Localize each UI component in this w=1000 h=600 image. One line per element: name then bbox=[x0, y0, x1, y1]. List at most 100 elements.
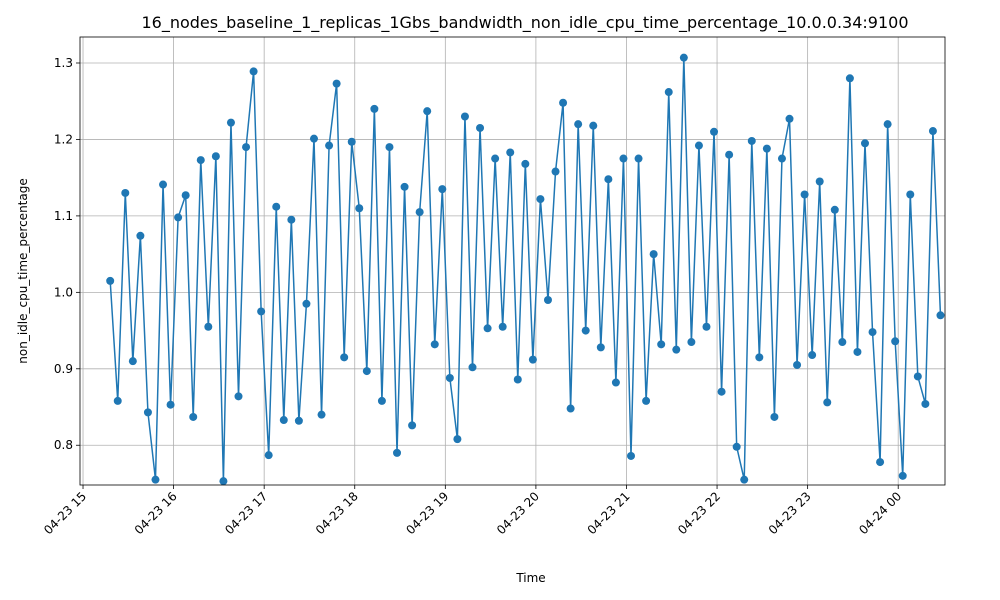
data-point bbox=[408, 421, 417, 430]
data-point bbox=[211, 152, 220, 161]
data-point bbox=[906, 190, 915, 199]
data-point bbox=[747, 136, 756, 145]
data-point bbox=[362, 367, 371, 376]
data-point bbox=[483, 324, 492, 333]
data-point bbox=[506, 148, 515, 157]
y-tick-label: 1.0 bbox=[54, 285, 73, 299]
data-point bbox=[687, 338, 696, 347]
data-point bbox=[453, 435, 462, 444]
data-point bbox=[732, 442, 741, 451]
data-point bbox=[491, 154, 500, 163]
data-point bbox=[551, 167, 560, 176]
data-point bbox=[679, 53, 688, 62]
data-point bbox=[174, 213, 183, 222]
data-point bbox=[460, 112, 469, 121]
axes-frame bbox=[79, 36, 946, 486]
data-point bbox=[876, 458, 885, 467]
data-point bbox=[226, 118, 235, 127]
plot-area bbox=[106, 53, 945, 486]
data-point bbox=[423, 107, 432, 116]
x-axis-label: Time bbox=[515, 571, 545, 585]
data-point bbox=[543, 295, 552, 304]
data-point bbox=[415, 208, 424, 217]
data-point bbox=[566, 404, 575, 413]
data-point bbox=[672, 345, 681, 354]
data-point bbox=[838, 338, 847, 347]
data-point bbox=[604, 175, 613, 184]
data-point bbox=[528, 355, 537, 364]
data-point bbox=[536, 195, 545, 204]
data-point bbox=[385, 143, 394, 152]
data-point bbox=[476, 123, 485, 132]
data-point bbox=[332, 79, 341, 88]
data-point bbox=[121, 188, 130, 197]
data-point bbox=[755, 353, 764, 362]
data-point bbox=[264, 451, 273, 460]
data-point bbox=[898, 471, 907, 480]
data-point bbox=[204, 322, 213, 331]
data-point bbox=[845, 74, 854, 83]
data-point bbox=[777, 154, 786, 163]
data-point bbox=[830, 205, 839, 214]
data-point bbox=[936, 311, 945, 320]
data-point bbox=[317, 410, 326, 419]
chart-title: 16_nodes_baseline_1_replicas_1Gbs_bandwi… bbox=[141, 13, 908, 33]
data-point bbox=[694, 141, 703, 150]
data-point bbox=[657, 340, 666, 349]
data-point bbox=[785, 114, 794, 123]
y-tick-label: 1.2 bbox=[54, 132, 73, 146]
data-point bbox=[438, 185, 447, 194]
data-point bbox=[883, 120, 892, 129]
data-point bbox=[370, 104, 379, 113]
data-point bbox=[498, 322, 507, 331]
data-point bbox=[151, 475, 160, 484]
data-point bbox=[242, 143, 251, 152]
data-point bbox=[808, 351, 817, 360]
y-tick-label: 0.9 bbox=[54, 362, 73, 376]
data-point bbox=[377, 396, 386, 405]
data-point bbox=[189, 412, 198, 421]
data-point bbox=[793, 360, 802, 369]
y-tick-label: 1.1 bbox=[54, 209, 73, 223]
data-point bbox=[913, 372, 922, 381]
data-point bbox=[596, 343, 605, 352]
y-tick-label: 0.8 bbox=[54, 438, 73, 452]
data-point bbox=[581, 326, 590, 335]
data-point bbox=[106, 276, 115, 285]
data-point bbox=[400, 182, 409, 191]
data-point bbox=[159, 180, 168, 189]
data-point bbox=[294, 416, 303, 425]
data-point bbox=[325, 141, 334, 150]
data-point bbox=[800, 190, 809, 199]
data-point bbox=[249, 67, 258, 76]
data-point bbox=[717, 387, 726, 396]
data-point bbox=[468, 363, 477, 372]
data-point bbox=[710, 127, 719, 136]
data-point bbox=[128, 357, 137, 366]
data-point bbox=[287, 215, 296, 224]
data-point bbox=[347, 137, 356, 146]
data-point bbox=[928, 127, 937, 136]
grid bbox=[76, 37, 945, 489]
data-point bbox=[279, 416, 288, 425]
data-point bbox=[868, 328, 877, 337]
data-point bbox=[627, 451, 636, 460]
data-point bbox=[234, 392, 243, 401]
data-point bbox=[181, 191, 190, 200]
data-point bbox=[619, 154, 628, 163]
data-point bbox=[853, 347, 862, 356]
data-point bbox=[891, 337, 900, 346]
data-point bbox=[815, 177, 824, 186]
y-axis-label: non_idle_cpu_time_percentage bbox=[16, 178, 30, 363]
data-point bbox=[302, 299, 311, 308]
data-point bbox=[725, 150, 734, 159]
data-point bbox=[770, 412, 779, 421]
data-point bbox=[559, 98, 568, 107]
data-point bbox=[196, 156, 205, 165]
data-point bbox=[272, 202, 281, 211]
data-point bbox=[664, 88, 673, 97]
data-point bbox=[513, 375, 522, 384]
data-point bbox=[355, 204, 364, 213]
data-point bbox=[219, 477, 228, 486]
